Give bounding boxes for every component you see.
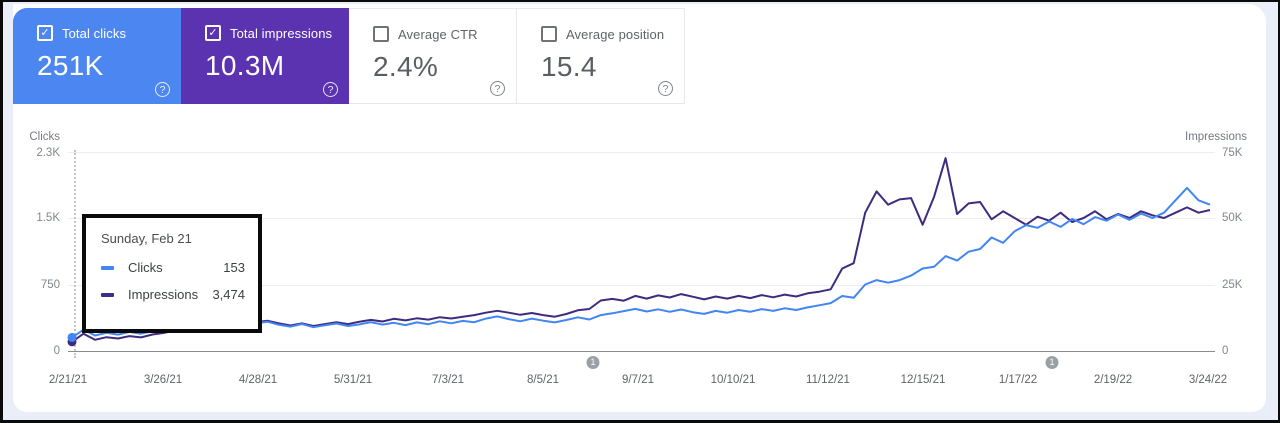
x-axis-label: 2/19/22 (1093, 374, 1133, 386)
clicks-series-swatch (101, 265, 114, 270)
x-axis-label: 9/7/21 (622, 374, 654, 386)
metric-card-label: Average position (566, 26, 665, 42)
tooltip-value: 3,474 (212, 287, 245, 302)
annotation-badge[interactable]: 1 (586, 356, 600, 369)
chart-tooltip: Sunday, Feb 21 Clicks 153 Impressions 3,… (82, 214, 262, 333)
x-axis-label: 5/31/21 (333, 374, 373, 386)
gridline (68, 285, 1215, 286)
x-axis-line (68, 351, 1215, 352)
left-axis-tick: 0 (53, 345, 60, 357)
checkbox-total-impressions[interactable]: ✓ (205, 25, 221, 41)
metric-card-total-impressions[interactable]: ✓ Total impressions 10.3M ? (181, 8, 349, 104)
x-axis-label: 3/26/21 (143, 374, 183, 386)
metric-card-average-ctr[interactable]: Average CTR 2.4% ? (349, 8, 517, 104)
help-icon[interactable]: ? (155, 82, 170, 97)
metric-card-value: 251K (37, 50, 104, 81)
checkbox-total-clicks[interactable]: ✓ (37, 25, 53, 41)
help-icon[interactable]: ? (323, 82, 338, 97)
metric-card-label: Average CTR (398, 26, 478, 42)
x-axis-label: 12/15/21 (900, 374, 946, 386)
right-axis-tick: 50K (1222, 212, 1243, 224)
x-axis-label: 2/21/21 (48, 374, 88, 386)
checkbox-average-ctr[interactable] (373, 26, 389, 42)
metric-card-value: 15.4 (541, 51, 597, 82)
tooltip-label: Impressions (128, 287, 199, 302)
x-axis-label: 8/5/21 (527, 374, 559, 386)
tooltip-row-clicks: Clicks 153 (101, 260, 245, 275)
annotation-badge[interactable]: 1 (1045, 356, 1059, 369)
hover-crosshair-line (74, 150, 76, 358)
help-icon[interactable]: ? (490, 81, 505, 96)
hover-point-clicks (67, 332, 77, 342)
metric-card-label: Total impressions (230, 25, 333, 41)
x-axis-label: 10/10/21 (710, 374, 756, 386)
gridline (68, 152, 1215, 153)
left-axis-tick: 1.5K (36, 212, 60, 224)
checkbox-average-position[interactable] (541, 26, 557, 42)
right-axis-tick: 0 (1222, 345, 1229, 357)
tooltip-row-impressions: Impressions 3,474 (101, 287, 245, 302)
metric-card-total-clicks[interactable]: ✓ Total clicks 251K ? (13, 8, 181, 104)
x-axis-label: 1/17/22 (998, 374, 1038, 386)
gridline (68, 218, 1215, 219)
tooltip-value: 153 (223, 260, 245, 275)
tooltip-date: Sunday, Feb 21 (101, 231, 192, 246)
impressions-series-swatch (101, 292, 114, 297)
x-axis-label: 11/12/21 (806, 374, 850, 386)
x-axis-label: 3/24/22 (1188, 374, 1228, 386)
metric-card-average-position[interactable]: Average position 15.4 ? (517, 8, 685, 104)
metric-card-value: 10.3M (205, 50, 285, 81)
metric-card-label: Total clicks (62, 25, 127, 41)
metric-card-value: 2.4% (373, 51, 439, 82)
left-axis-title: Clicks (29, 131, 60, 143)
right-axis-tick: 25K (1222, 279, 1243, 291)
left-axis-tick: 2.3K (36, 147, 60, 159)
x-axis-label: 4/28/21 (238, 374, 278, 386)
x-axis-label: 7/3/21 (432, 374, 464, 386)
left-axis-tick: 750 (40, 279, 60, 291)
right-axis-tick: 75K (1222, 147, 1243, 159)
help-icon[interactable]: ? (658, 81, 673, 96)
tooltip-label: Clicks (128, 260, 163, 275)
metric-cards-row: ✓ Total clicks 251K ? ✓ Total impression… (13, 8, 685, 104)
right-axis-title: Impressions (1185, 131, 1247, 143)
